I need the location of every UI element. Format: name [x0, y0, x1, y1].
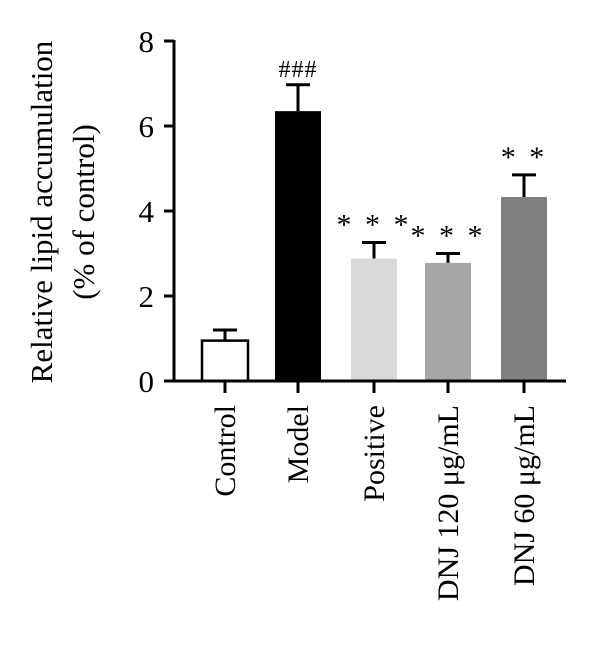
y-axis-label-line2: (% of control) — [66, 124, 101, 300]
y-axis: 0 2 4 6 8 — [139, 24, 176, 399]
y-tick-label: 8 — [139, 24, 155, 59]
bar — [200, 339, 250, 383]
y-axis-label-line1: Relative lipid accumulation — [24, 40, 59, 383]
x-tick-label: Model — [282, 405, 315, 483]
bars-group: ### * * * * * * * * — [200, 57, 548, 383]
bar — [275, 111, 321, 381]
x-tick-label: Positive — [358, 405, 391, 502]
bar — [501, 196, 547, 381]
x-tick-label: DNJ 120 μg/mL — [432, 405, 465, 601]
bar — [425, 262, 471, 381]
significance-label: * * — [501, 141, 548, 174]
x-tick-label: Control — [209, 405, 242, 497]
significance-label: ### — [279, 57, 318, 83]
significance-label: * * * — [411, 220, 486, 253]
significance-label: * * * — [337, 208, 412, 241]
y-tick-label: 6 — [139, 109, 155, 144]
y-tick-label: 2 — [139, 279, 155, 314]
bar — [351, 258, 397, 381]
x-axis: Control Model Positive DNJ 120 μg/mL DNJ 60 … — [172, 379, 566, 601]
y-tick-label: 4 — [139, 194, 155, 229]
x-tick-label: DNJ 60 μg/mL — [508, 405, 541, 586]
y-tick-label: 0 — [139, 364, 155, 399]
